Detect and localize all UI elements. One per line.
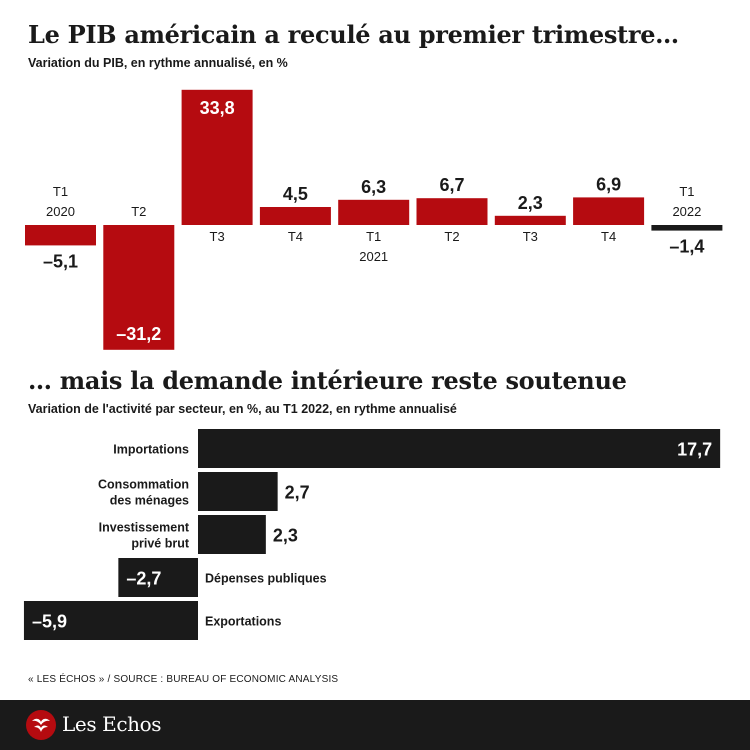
- gdp-bar: [181, 89, 253, 225]
- gdp-tick-label: T2: [444, 229, 459, 244]
- sector-data-label: –2,7: [126, 569, 161, 589]
- sector-bar: [118, 558, 198, 597]
- gdp-data-label: –5,1: [43, 251, 78, 271]
- sector-bar-chart: 17,7 Importations 2,7 Consommation des ménag…: [23, 429, 721, 640]
- gdp-data-label: 33,8: [200, 98, 235, 118]
- sector-bar: [23, 601, 199, 640]
- chart2-subtitle: Variation de l'activité par secteur, en …: [28, 402, 457, 416]
- gdp-tick-label: T1: [53, 184, 68, 199]
- gdp-bar: [25, 225, 96, 246]
- gdp-bar-chart: –5,1 T1 2020 –31,2 T2 33,8 T3 4,5 T4 6,3 T1 2021 6,7…: [25, 89, 723, 350]
- gdp-tick-label: T2: [131, 204, 146, 219]
- chart2-title: … mais la demande intérieure reste soute…: [28, 366, 627, 395]
- chart1-title: Le PIB américain a reculé au premier tri…: [28, 20, 679, 49]
- gdp-tick-label: 2021: [359, 249, 388, 264]
- gdp-bar: [573, 197, 645, 225]
- gdp-tick-label: 2020: [46, 204, 75, 219]
- brand-name: Les Echos: [62, 712, 162, 736]
- sector-category-label: des ménages: [110, 494, 189, 508]
- sector-data-label: –5,9: [32, 612, 67, 632]
- gdp-bar: [494, 215, 566, 225]
- sector-category-label: Dépenses publiques: [205, 572, 327, 586]
- gdp-data-label: 4,5: [283, 184, 308, 204]
- gdp-tick-label: T1: [679, 184, 694, 199]
- gdp-tick-label: T4: [288, 229, 303, 244]
- sector-category-label: Exportations: [205, 615, 281, 629]
- gdp-data-label: 2,3: [518, 193, 543, 213]
- sector-bar: [198, 515, 266, 554]
- sector-category-label: Investissement: [99, 521, 190, 535]
- gdp-data-label: 6,7: [439, 175, 464, 195]
- sector-data-label: 2,3: [273, 526, 298, 546]
- gdp-data-label: –31,2: [116, 324, 161, 344]
- gdp-bar: [416, 198, 488, 225]
- sector-data-label: 2,7: [285, 483, 310, 503]
- sector-category-label: Importations: [113, 443, 189, 457]
- sector-data-label: 17,7: [677, 440, 712, 460]
- gdp-bar: [103, 225, 175, 350]
- gdp-bar: [651, 225, 723, 231]
- chart1-subtitle: Variation du PIB, en rythme annualisé, e…: [28, 56, 288, 70]
- gdp-data-label: 6,9: [596, 174, 621, 194]
- gdp-data-label: 6,3: [361, 177, 386, 197]
- les-echos-logo-icon: [26, 710, 56, 740]
- gdp-tick-label: 2022: [672, 204, 701, 219]
- gdp-tick-label: T3: [523, 229, 538, 244]
- sector-category-label: Consommation: [98, 478, 189, 492]
- sector-category-label: privé brut: [131, 537, 189, 551]
- source-note: « LES ÉCHOS » / SOURCE : BUREAU OF ECONO…: [28, 674, 339, 685]
- gdp-bar: [259, 207, 331, 225]
- gdp-tick-label: T1: [366, 229, 381, 244]
- footer-bar: Les Echos: [0, 700, 750, 750]
- sector-bar: [198, 429, 721, 468]
- gdp-tick-label: T3: [210, 229, 225, 244]
- gdp-tick-label: T4: [601, 229, 616, 244]
- gdp-bar: [338, 199, 410, 225]
- sector-bar: [198, 472, 278, 511]
- gdp-data-label: –1,4: [669, 237, 704, 257]
